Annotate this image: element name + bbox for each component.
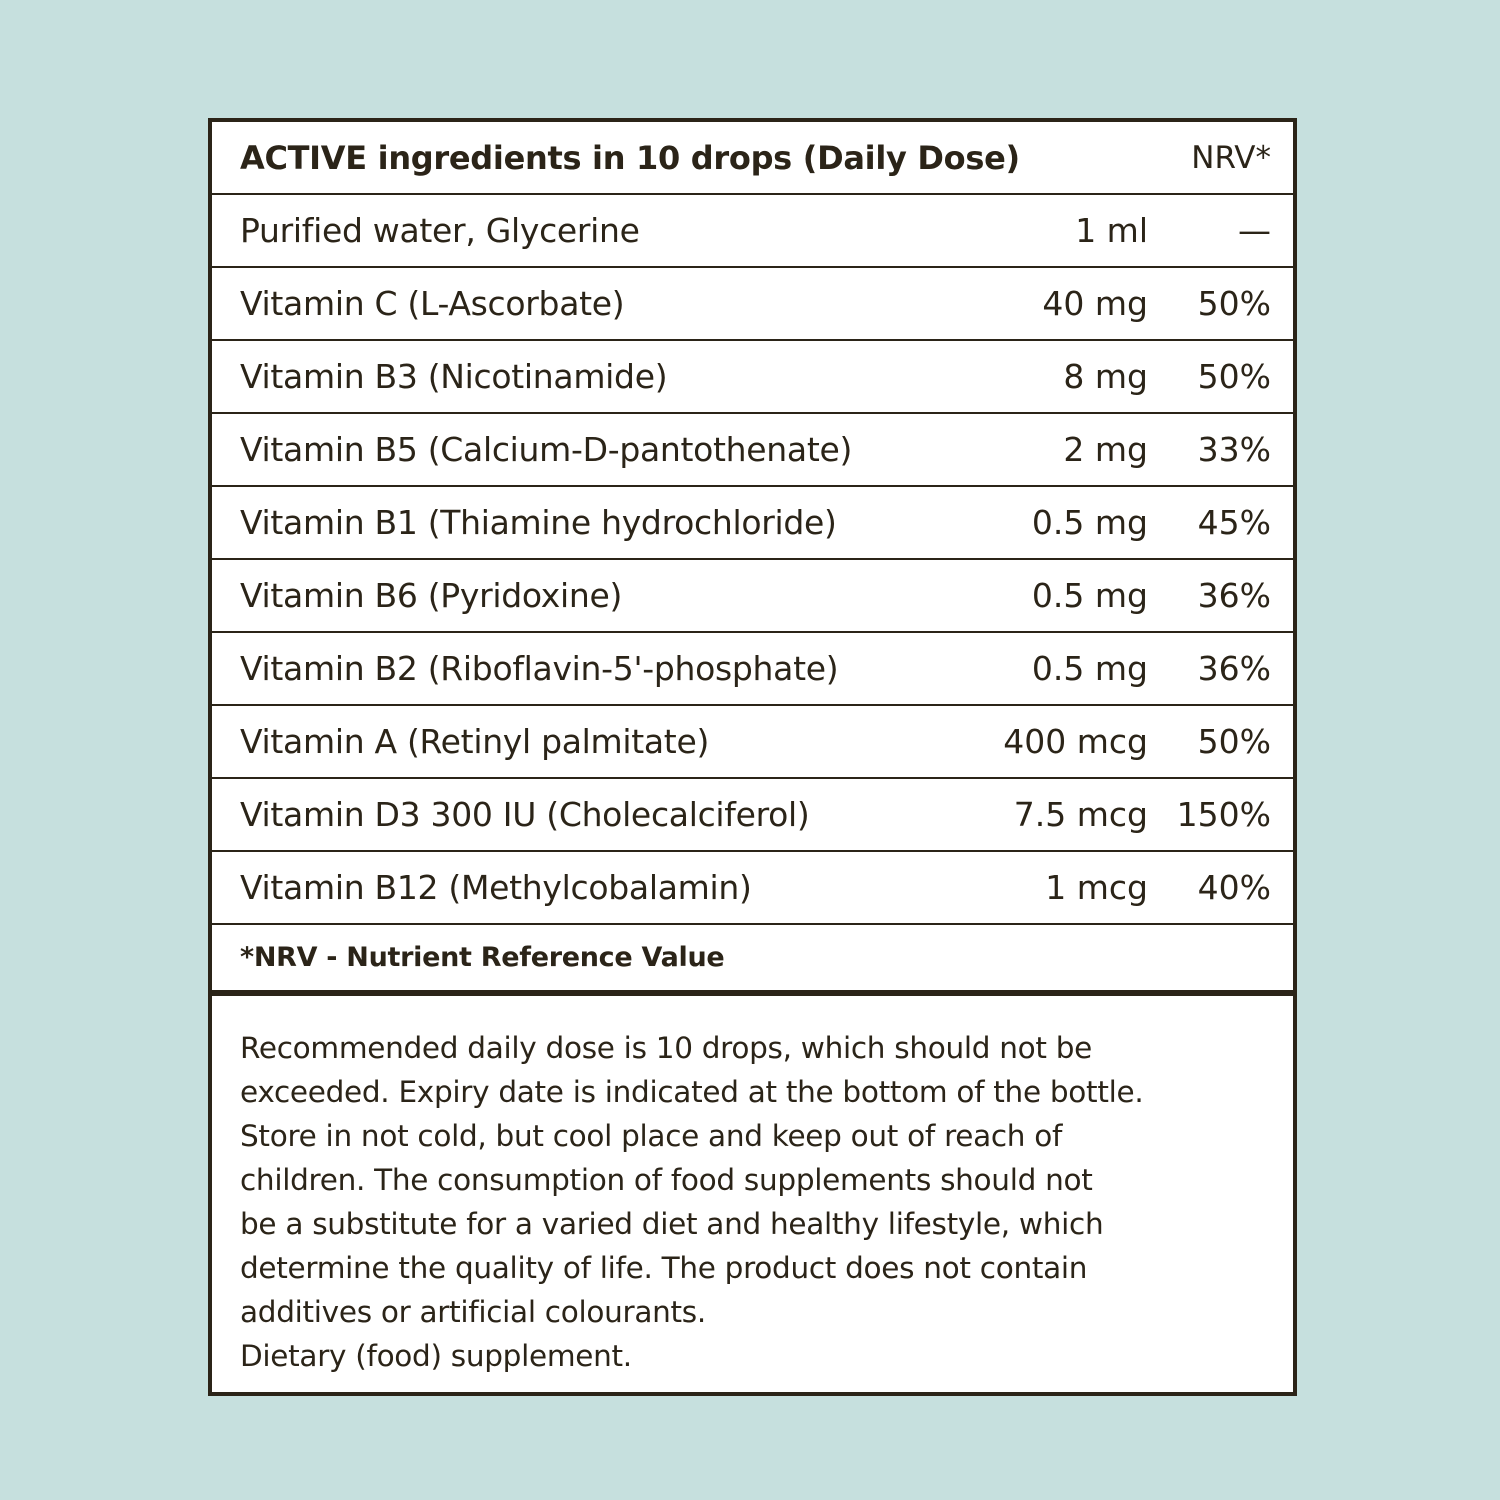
nrv-value: 50%: [1197, 284, 1271, 323]
table-row: Vitamin B3 (Nicotinamide) 8 mg 50%: [212, 341, 1293, 414]
amount: 8 mg: [1063, 357, 1148, 396]
ingredient-name: Vitamin D3 300 IU (Cholecalciferol): [240, 795, 810, 834]
amount: 2 mg: [1063, 430, 1148, 469]
ingredient-name: Vitamin C (L-Ascorbate): [240, 284, 625, 323]
note-line: exceeded. Expiry date is indicated at th…: [240, 1075, 1144, 1109]
ingredient-name: Vitamin B1 (Thiamine hydrochloride): [240, 503, 837, 542]
amount: 0.5 mg: [1031, 649, 1148, 688]
nrv-value: 36%: [1197, 649, 1271, 688]
nrv-value: 50%: [1197, 722, 1271, 761]
amount: 40 mg: [1042, 284, 1148, 323]
usage-notes: Recommended daily dose is 10 drops, whic…: [240, 1026, 1144, 1378]
table-header: ACTIVE ingredients in 10 drops (Daily Do…: [212, 122, 1293, 195]
footnote: *NRV - Nutrient Reference Value: [240, 942, 725, 973]
amount: 1 ml: [1075, 211, 1148, 250]
ingredient-name: Vitamin B2 (Riboflavin-5'-phosphate): [240, 649, 839, 688]
table-row: Vitamin B12 (Methylcobalamin) 1 mcg 40%: [212, 852, 1293, 925]
note-line: Store in not cold, but cool place and ke…: [240, 1119, 1063, 1153]
nrv-value: 45%: [1197, 503, 1271, 542]
note-line: Dietary (food) supplement.: [240, 1339, 632, 1373]
amount: 400 mcg: [1003, 722, 1148, 761]
note-line: Recommended daily dose is 10 drops, whic…: [240, 1031, 1093, 1065]
table-row: Vitamin B1 (Thiamine hydrochloride) 0.5 m…: [212, 487, 1293, 560]
ingredient-name: Vitamin B5 (Calcium-D-pantothenate): [240, 430, 853, 469]
footnote-row: *NRV - Nutrient Reference Value: [212, 925, 1293, 990]
amount: 0.5 mg: [1031, 576, 1148, 615]
nrv-value: 150%: [1176, 795, 1271, 834]
note-line: be a substitute for a varied diet and he…: [240, 1207, 1104, 1241]
ingredient-name: Vitamin A (Retinyl palmitate): [240, 722, 710, 761]
table-row: Purified water, Glycerine 1 ml —: [212, 195, 1293, 268]
ingredient-name: Vitamin B12 (Methylcobalamin): [240, 868, 752, 907]
nrv-value: 40%: [1197, 868, 1271, 907]
amount: 0.5 mg: [1031, 503, 1148, 542]
table-row: Vitamin B2 (Riboflavin-5'-phosphate) 0.5 …: [212, 633, 1293, 706]
table-row: Vitamin C (L-Ascorbate) 40 mg 50%: [212, 268, 1293, 341]
nrv-column-header: NRV*: [1191, 139, 1271, 176]
table-row: Vitamin B6 (Pyridoxine) 0.5 mg 36%: [212, 560, 1293, 633]
nrv-value: —: [1238, 211, 1271, 250]
note-line: additives or artificial colourants.: [240, 1295, 706, 1329]
supplement-facts-panel: ACTIVE ingredients in 10 drops (Daily Do…: [208, 118, 1297, 1396]
nrv-value: 36%: [1197, 576, 1271, 615]
table-title: ACTIVE ingredients in 10 drops (Daily Do…: [240, 138, 1020, 177]
nrv-value: 33%: [1197, 430, 1271, 469]
ingredient-name: Vitamin B3 (Nicotinamide): [240, 357, 668, 396]
table-row: Vitamin B5 (Calcium-D-pantothenate) 2 mg 3…: [212, 414, 1293, 487]
note-line: children. The consumption of food supple…: [240, 1163, 1093, 1197]
amount: 7.5 mcg: [1013, 795, 1148, 834]
nrv-value: 50%: [1197, 357, 1271, 396]
divider: [212, 990, 1293, 996]
ingredient-name: Vitamin B6 (Pyridoxine): [240, 576, 623, 615]
ingredient-name: Purified water, Glycerine: [240, 211, 640, 250]
note-line: determine the quality of life. The produ…: [240, 1251, 1088, 1285]
table-row: Vitamin A (Retinyl palmitate) 400 mcg 50%: [212, 706, 1293, 779]
table-row: Vitamin D3 300 IU (Cholecalciferol) 7.5 m…: [212, 779, 1293, 852]
amount: 1 mcg: [1045, 868, 1148, 907]
